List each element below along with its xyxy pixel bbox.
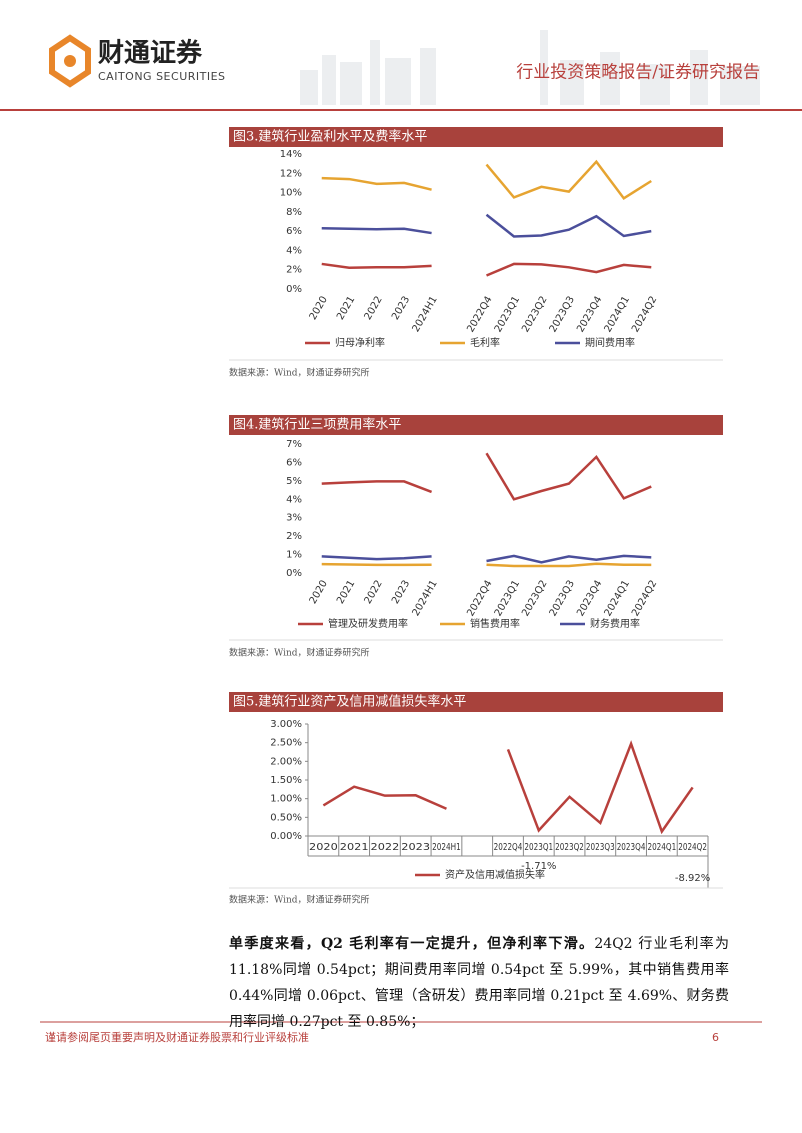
x-tick-label: 2022Q4 bbox=[494, 842, 523, 853]
source: 数据来源：Wind，财通证券研究所 bbox=[229, 367, 370, 379]
logo-en: CAITONG SECURITIES bbox=[98, 70, 226, 83]
x-tick-label: 2023Q2 bbox=[520, 295, 549, 335]
legend-label: 销售费用率 bbox=[470, 617, 520, 630]
source: 数据来源：Wind，财通证券研究所 bbox=[229, 894, 370, 906]
x-tick-label: 2023Q3 bbox=[586, 842, 615, 853]
y-tick-label: 1.50% bbox=[270, 775, 302, 786]
x-tick-label: 2023Q2 bbox=[555, 842, 584, 853]
x-tick-label: 2024Q1 bbox=[647, 842, 676, 853]
legend-label: 期间费用率 bbox=[585, 336, 635, 349]
y-tick-label: 2.50% bbox=[270, 738, 302, 749]
x-tick-label: 2023 bbox=[390, 295, 412, 323]
y-tick-label: 8% bbox=[286, 207, 302, 218]
skyline bbox=[300, 30, 760, 105]
legend-label: 毛利率 bbox=[470, 336, 500, 349]
y-tick-label: 10% bbox=[280, 188, 302, 199]
x-tick-label: 2023Q3 bbox=[548, 295, 577, 335]
x-tick-label: 2024H1 bbox=[432, 842, 461, 853]
y-tick-label: 6% bbox=[286, 457, 302, 468]
y-tick-label: 1.00% bbox=[270, 794, 302, 805]
legend-label: 管理及研发费用率 bbox=[328, 617, 408, 630]
x-tick-label: 2023Q4 bbox=[617, 842, 646, 853]
body-text: 24Q2 行业毛利率为 11.18%同增 0.54pct；期间费用率同增 0.5… bbox=[229, 936, 729, 1030]
y-tick-label: 14% bbox=[280, 149, 302, 160]
legend-label: 归母净利率 bbox=[335, 336, 385, 349]
figure-title: 图4.建筑行业三项费用率水平 bbox=[233, 417, 401, 433]
title-bar bbox=[229, 127, 723, 147]
x-tick-label: 2024H1 bbox=[411, 295, 440, 335]
disclaimer: 谨请参阅尾页重要声明及财通证券股票和行业评级标准 bbox=[45, 1030, 309, 1044]
y-tick-label: 6% bbox=[286, 226, 302, 237]
x-tick-label: 2023Q1 bbox=[493, 295, 522, 335]
x-tick-label: 2022 bbox=[363, 295, 385, 323]
x-tick-label: 2021 bbox=[335, 579, 357, 607]
x-tick-label: 2024H1 bbox=[411, 579, 440, 619]
x-tick-label: 2023Q1 bbox=[524, 842, 553, 853]
x-tick-label: 2023Q4 bbox=[575, 295, 604, 335]
x-tick-label: 2021 bbox=[340, 842, 369, 853]
y-tick-label: 3% bbox=[286, 513, 302, 524]
x-tick-label: 2022Q4 bbox=[465, 295, 494, 335]
x-tick-label: 2024Q2 bbox=[678, 842, 707, 853]
report-type: 行业投资策略报告/证券研究报告 bbox=[516, 63, 760, 83]
series-line bbox=[321, 452, 652, 501]
legend-label: 资产及信用减值损失率 bbox=[445, 868, 545, 881]
x-tick-label: 2022 bbox=[371, 842, 400, 853]
x-tick-label: 2023 bbox=[390, 579, 412, 607]
y-tick-label: 0.50% bbox=[270, 812, 302, 823]
logo-icon bbox=[49, 34, 91, 88]
x-tick-label: 2024Q1 bbox=[603, 579, 632, 619]
x-tick-label: 2023Q3 bbox=[548, 579, 577, 619]
x-tick-label: 2022Q4 bbox=[465, 579, 494, 619]
y-tick-label: 7% bbox=[286, 439, 302, 450]
x-tick-label: 2023Q1 bbox=[493, 579, 522, 619]
series-line bbox=[321, 554, 652, 564]
x-tick-label: 2023Q4 bbox=[575, 579, 604, 619]
source: 数据来源：Wind，财通证券研究所 bbox=[229, 647, 370, 659]
x-tick-label: 2020 bbox=[308, 295, 330, 323]
y-tick-label: 0% bbox=[286, 568, 302, 579]
x-tick-label: 2024Q2 bbox=[630, 295, 659, 335]
y-tick-label: 4% bbox=[286, 245, 302, 256]
series-line bbox=[321, 213, 652, 238]
y-tick-label: 0.00% bbox=[270, 831, 302, 842]
figure-title: 图3.建筑行业盈利水平及费率水平 bbox=[233, 129, 427, 145]
x-tick-label: 2023 bbox=[401, 842, 430, 853]
paragraph: 单季度来看，Q2 毛利率有一定提升，但净利率下滑。24Q2 行业毛利率为 11.… bbox=[229, 931, 729, 1035]
annotation: -8.92% bbox=[675, 873, 710, 884]
x-tick-label: 2020 bbox=[308, 579, 330, 607]
y-tick-label: 2% bbox=[286, 265, 302, 276]
figure-title: 图5.建筑行业资产及信用减值损失率水平 bbox=[233, 694, 466, 710]
x-tick-label: 2020 bbox=[309, 842, 338, 853]
title-bar bbox=[229, 692, 723, 712]
page-number: 6 bbox=[712, 1031, 719, 1044]
y-tick-label: 2% bbox=[286, 531, 302, 542]
series-line bbox=[321, 159, 652, 201]
x-tick-label: 2023Q2 bbox=[520, 579, 549, 619]
y-tick-label: 5% bbox=[286, 476, 302, 487]
logo-cn: 财通证券 bbox=[98, 39, 203, 69]
x-tick-label: 2024Q2 bbox=[630, 579, 659, 619]
x-tick-label: 2024Q1 bbox=[603, 295, 632, 335]
lead: 单季度来看，Q2 毛利率有一定提升，但净利率下滑。 bbox=[229, 936, 595, 952]
y-tick-label: 3.00% bbox=[270, 719, 302, 730]
annotation: -1.71% bbox=[521, 861, 556, 872]
y-tick-label: 4% bbox=[286, 494, 302, 505]
y-tick-label: 2.00% bbox=[270, 756, 302, 767]
series-line bbox=[322, 740, 694, 835]
series-line bbox=[321, 262, 652, 277]
x-tick-label: 2021 bbox=[335, 295, 357, 323]
x-tick-label: 2022 bbox=[363, 579, 385, 607]
y-tick-label: 0% bbox=[286, 284, 302, 295]
legend-label: 财务费用率 bbox=[590, 617, 640, 630]
title-bar bbox=[229, 415, 723, 435]
series-line bbox=[321, 562, 652, 568]
y-tick-label: 12% bbox=[280, 168, 302, 179]
y-tick-label: 1% bbox=[286, 550, 302, 561]
